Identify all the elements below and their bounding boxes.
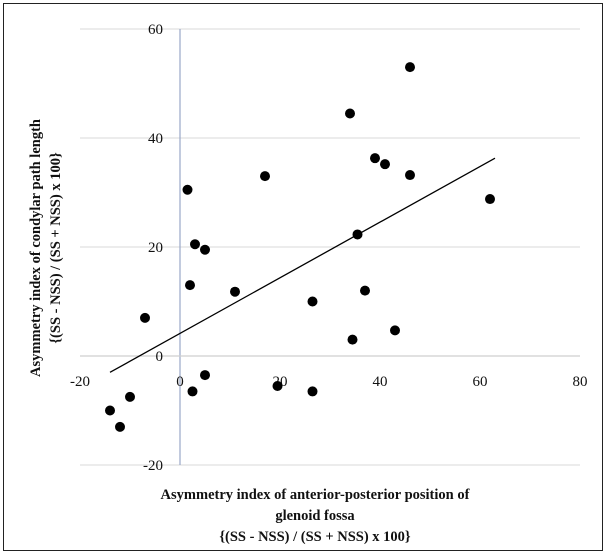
data-point-12 xyxy=(272,380,283,391)
data-point-14 xyxy=(307,386,318,397)
x-tick-label-5: 80 xyxy=(573,374,588,390)
data-point-5 xyxy=(185,280,195,291)
data-point-6 xyxy=(187,386,198,397)
data-point-20 xyxy=(380,159,390,170)
data-point-10 xyxy=(230,286,240,297)
x-axis-label-line-1: Asymmetry index of anterior-posterior po… xyxy=(161,487,470,503)
data-point-4 xyxy=(182,184,193,195)
y-tick-label-2: 20 xyxy=(148,240,163,256)
data-point-2 xyxy=(125,391,135,402)
y-tick-label-1: 0 xyxy=(156,349,164,365)
data-point-15 xyxy=(345,108,355,119)
data-point-17 xyxy=(352,229,363,240)
data-point-13 xyxy=(307,296,318,307)
axes xyxy=(80,29,580,465)
data-point-11 xyxy=(260,171,270,182)
x-tick-labels: -20020406080 xyxy=(70,374,588,390)
data-point-8 xyxy=(200,244,210,255)
y-axis-label-line-2: {(SS - NSS) / (SS + NSS) x 100} xyxy=(48,152,64,344)
y-tick-labels: -20 0 20 40 60 xyxy=(143,22,163,474)
data-point-1 xyxy=(115,421,125,432)
y-axis-label-line-1: Asymmetry index of condylar path length xyxy=(28,119,44,377)
y-tick-label-0: -20 xyxy=(143,458,163,474)
data-point-0 xyxy=(105,405,115,416)
data-point-18 xyxy=(360,285,370,296)
x-tick-label-4: 60 xyxy=(473,374,488,390)
x-axis-label: Asymmetry index of anterior-posterior po… xyxy=(161,487,470,545)
trendline-group xyxy=(109,157,496,373)
data-point-24 xyxy=(485,194,495,205)
chart-frame xyxy=(3,3,603,551)
y-axis-label: Asymmetry index of condylar path length … xyxy=(28,119,64,377)
x-axis-label-line-2: glenoid fossa xyxy=(275,508,355,524)
data-point-3 xyxy=(140,312,150,323)
x-tick-label-1: 0 xyxy=(176,374,184,390)
data-points xyxy=(105,62,495,432)
data-point-19 xyxy=(370,153,380,164)
x-tick-label-0: -20 xyxy=(70,374,90,390)
y-tick-label-4: 60 xyxy=(148,22,163,38)
y-tick-label-3: 40 xyxy=(148,131,163,147)
data-point-21 xyxy=(390,325,400,336)
data-point-7 xyxy=(190,239,200,250)
data-point-23 xyxy=(405,170,415,181)
trendline xyxy=(109,157,496,373)
data-point-22 xyxy=(405,62,415,73)
data-point-9 xyxy=(200,370,210,381)
x-tick-label-3: 40 xyxy=(373,374,388,390)
data-point-16 xyxy=(347,334,358,345)
x-axis-label-line-3: {(SS - NSS) / (SS + NSS) x 100} xyxy=(219,529,411,545)
